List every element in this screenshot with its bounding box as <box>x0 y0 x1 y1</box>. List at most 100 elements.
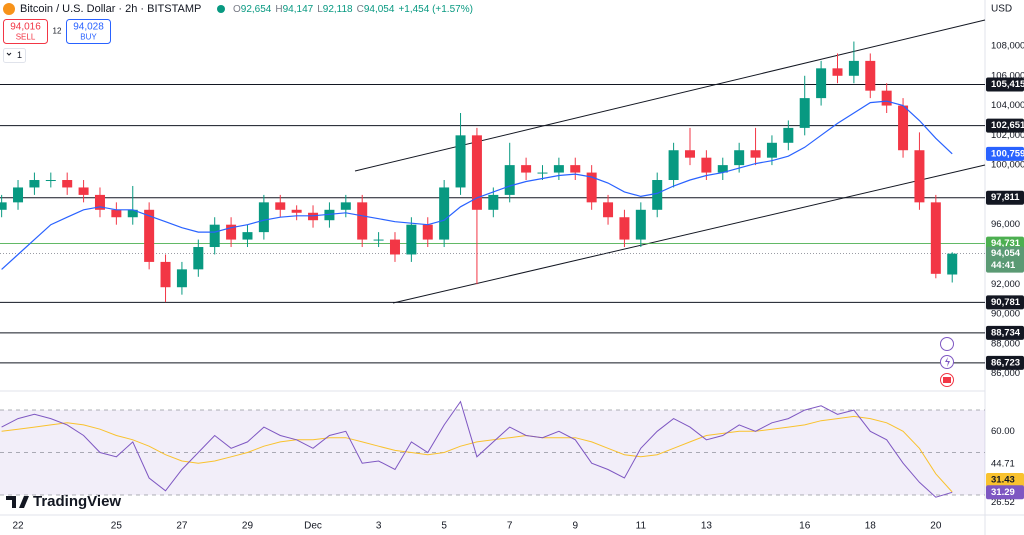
y-tick-label: 100,000 <box>991 160 1024 171</box>
rsi-tick-label: 26.52 <box>991 497 1015 508</box>
candle-body <box>308 212 319 221</box>
chevron <box>6 52 12 56</box>
candle-body <box>176 269 187 288</box>
change: +1,454 (+1.57%) <box>398 4 473 15</box>
x-tick-label: 20 <box>930 521 942 532</box>
candle-body <box>291 209 302 213</box>
level-tag-bg <box>986 295 1024 310</box>
logo-mark <box>6 496 29 508</box>
candle-body <box>898 105 909 151</box>
level-tag: 105,415 <box>991 79 1024 90</box>
candle-body <box>193 247 204 270</box>
candle-body <box>324 209 335 221</box>
spread: 12 <box>53 27 62 36</box>
y-tick-label: 90,000 <box>991 309 1020 320</box>
candle-body <box>439 187 450 240</box>
level-tag: 102,651 <box>991 120 1024 131</box>
y-tick-label: 108,000 <box>991 41 1024 52</box>
o-value: 92,654 <box>241 4 272 15</box>
candle-body <box>275 202 286 210</box>
brand: TradingView <box>33 493 121 510</box>
candle-body <box>406 224 417 255</box>
h: H <box>275 4 282 15</box>
candle-body <box>586 172 597 203</box>
candle-body <box>209 224 220 248</box>
candle-body <box>521 165 532 173</box>
h-value: 94,147 <box>283 4 314 15</box>
rsi-tick-label: 60.00 <box>991 426 1015 437</box>
candle-body <box>799 98 810 128</box>
candle-body <box>160 261 171 288</box>
candle-body <box>652 180 663 210</box>
y-tick-label: 96,000 <box>991 219 1020 230</box>
event-icon[interactable] <box>940 337 954 351</box>
candle-body <box>144 209 155 262</box>
candle-body <box>373 239 384 241</box>
candle-body <box>881 90 892 106</box>
y-tick-label: 88,000 <box>991 338 1020 349</box>
buy-button[interactable] <box>66 19 111 44</box>
candle-body <box>619 217 630 240</box>
buy-label: BUY <box>80 33 97 42</box>
candle-body <box>848 60 859 76</box>
ma-tag: 100,759 <box>991 148 1024 159</box>
y-tick-label: 92,000 <box>991 279 1020 290</box>
rsi-tick-label: 44.71 <box>991 458 1015 469</box>
y-tick-label: 104,000 <box>991 100 1024 111</box>
level-tag-bg <box>986 355 1024 370</box>
candle-body <box>389 239 400 255</box>
y-tick-label: 86,000 <box>991 368 1020 379</box>
x-tick-label: 27 <box>176 521 188 532</box>
rsi-line <box>1 400 953 498</box>
candle-body <box>94 194 105 210</box>
x-tick-label: 22 <box>12 521 24 532</box>
flag-glyph <box>943 377 951 383</box>
currency[interactable]: USD <box>991 4 1012 15</box>
candle-body <box>783 127 794 143</box>
c: C <box>357 4 364 15</box>
candle-body <box>78 187 89 195</box>
price-tag-bg <box>986 246 1024 273</box>
candle-body <box>111 209 122 218</box>
level-tag: 97,811 <box>991 192 1020 203</box>
x-tick-label: 16 <box>799 521 811 532</box>
symbol: Bitcoin / U.S. Dollar · 2h · BITSTAMP <box>20 3 201 15</box>
candle-body <box>701 157 712 173</box>
level-tag: 88,734 <box>991 327 1021 338</box>
candle-body <box>865 60 876 91</box>
level-tag-bg <box>986 118 1024 133</box>
x-tick-label: 7 <box>507 521 513 532</box>
rsi-ma-tag-bg <box>986 472 1024 487</box>
x-tick-label: 3 <box>376 521 382 532</box>
candle-body <box>471 135 482 210</box>
c-value: 94,054 <box>364 4 395 15</box>
indicator-toggle[interactable] <box>3 48 26 63</box>
candle-body <box>242 232 253 240</box>
candle-body <box>258 202 269 233</box>
level-tag: 86,723 <box>991 357 1020 368</box>
candle-body <box>914 150 925 203</box>
plot <box>0 41 985 498</box>
candle-body <box>62 180 73 188</box>
candle-body <box>553 165 564 173</box>
candle-body <box>766 142 777 158</box>
moving-average <box>1 100 953 270</box>
candle-body <box>570 165 581 173</box>
l-value: 92,118 <box>323 4 353 15</box>
candle-body <box>635 209 646 240</box>
candle-body <box>684 150 695 158</box>
candle-body <box>127 209 138 218</box>
o: O <box>233 4 241 15</box>
x-tick-label: Dec <box>304 521 322 532</box>
candle-body <box>13 187 24 203</box>
candle-body <box>29 180 40 188</box>
sell-button[interactable] <box>3 19 48 44</box>
x-tick-label: 25 <box>111 521 123 532</box>
candle-body <box>832 68 843 76</box>
candle-body <box>488 194 499 210</box>
candle-body <box>45 180 56 182</box>
sell-label: SELL <box>16 33 36 42</box>
candle-body <box>504 165 515 195</box>
